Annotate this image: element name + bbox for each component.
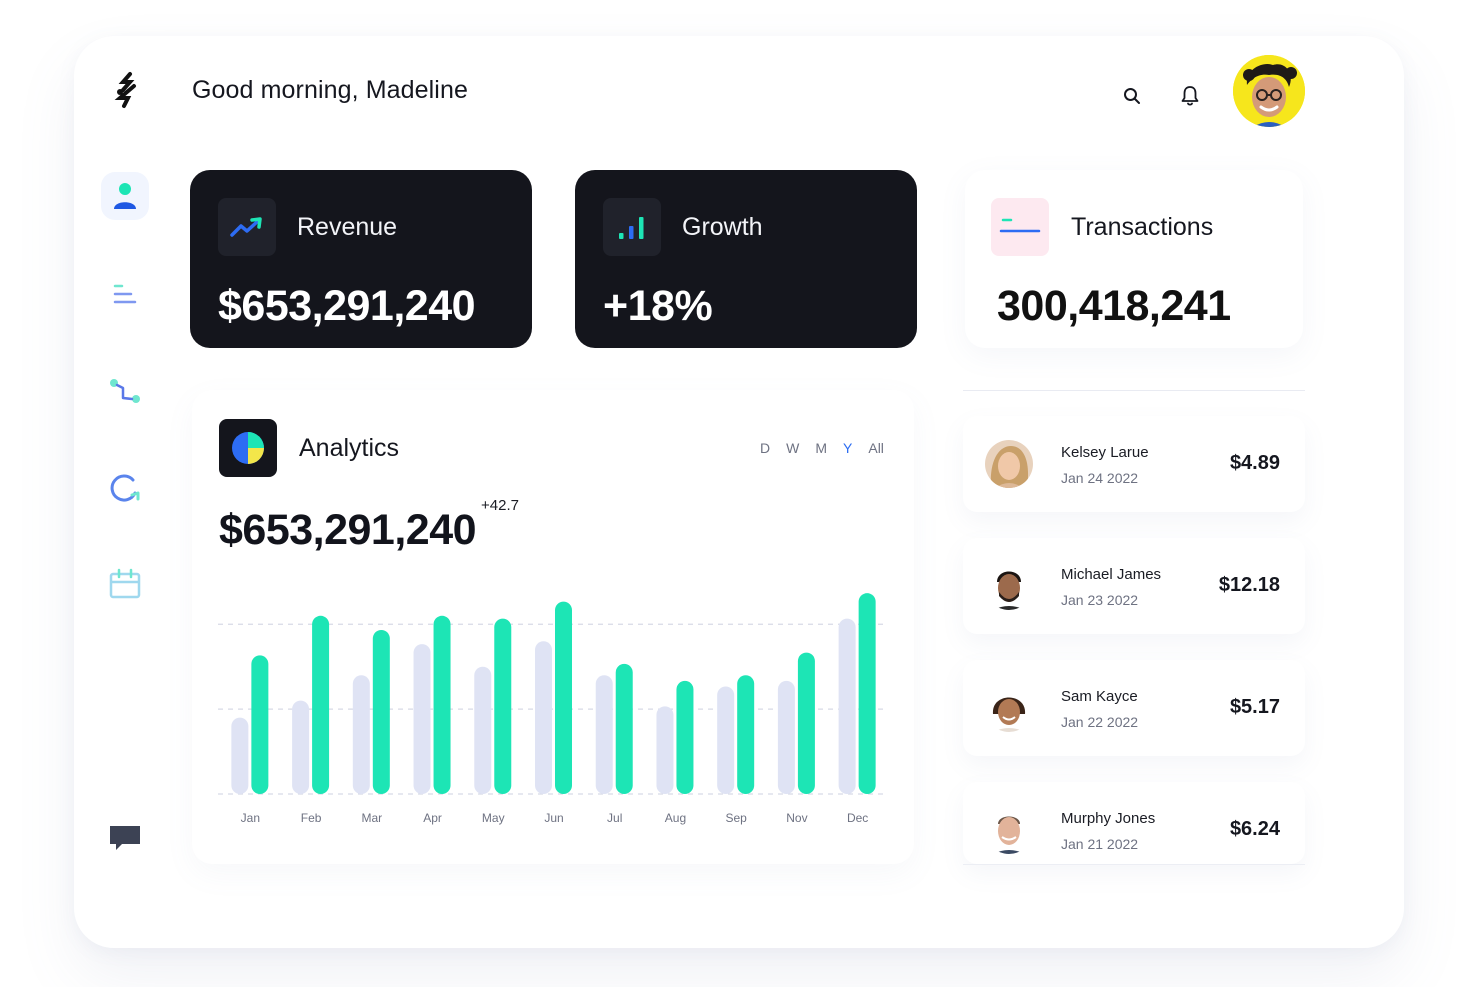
x-tick-label: Nov (786, 811, 807, 825)
transaction-row[interactable]: Murphy Jones Jan 21 2022 $6.24 (963, 782, 1305, 864)
transaction-amount: $12.18 (1218, 574, 1280, 596)
analytics-delta: +42.7 (481, 497, 519, 514)
transaction-name: Michael James (1061, 566, 1162, 583)
sidebar-item-chat[interactable] (101, 814, 149, 862)
chart-bar (858, 593, 876, 794)
chart-bar (535, 641, 552, 794)
sidebar-item-calendar[interactable] (101, 560, 149, 608)
revenue-label: Revenue (297, 213, 398, 241)
refresh-icon (110, 474, 140, 502)
avatar (985, 562, 1033, 610)
chart-bar (656, 706, 674, 794)
chart-bar (312, 615, 330, 794)
x-tick-label: Feb (301, 811, 322, 825)
chart-bar (372, 629, 390, 794)
chart-bar (737, 675, 755, 794)
transaction-name: Sam Kayce (1061, 688, 1138, 705)
search-icon[interactable] (1119, 83, 1145, 109)
bell-icon[interactable] (1177, 83, 1203, 109)
growth-card[interactable]: Growth +18% (575, 170, 917, 348)
transaction-amount: $6.24 (1229, 818, 1280, 840)
workflow-icon (110, 379, 140, 403)
x-tick-label: Aug (665, 811, 686, 825)
calendar-icon (109, 568, 141, 599)
x-tick-label: Jan (241, 811, 260, 825)
chat-icon (110, 826, 140, 850)
revenue-card[interactable]: Revenue $653,291,240 (190, 170, 532, 348)
x-tick-label: Dec (847, 811, 868, 825)
sidebar-item-list[interactable] (101, 270, 149, 318)
analytics-value: $653,291,240 (219, 506, 477, 554)
period-all[interactable]: All (868, 440, 884, 456)
transaction-row[interactable]: Michael James Jan 23 2022 $12.18 (963, 538, 1305, 634)
chart-bar (292, 700, 310, 794)
chart-bar (474, 666, 492, 794)
chart-bar (595, 675, 613, 794)
bar-chart-icon (603, 198, 661, 256)
chart-bar (676, 680, 694, 794)
chart-bar (838, 618, 856, 794)
transaction-name: Murphy Jones (1061, 810, 1156, 827)
period-day[interactable]: D (760, 440, 771, 456)
sidebar-item-workflow[interactable] (101, 367, 149, 415)
divider (963, 864, 1305, 865)
chart-bar (555, 601, 572, 794)
chart-bar (433, 615, 451, 794)
transaction-amount: $5.17 (1229, 696, 1280, 718)
chart-bar (231, 717, 249, 794)
x-tick-label: May (482, 811, 505, 825)
chart-bar (717, 686, 735, 794)
transaction-row[interactable]: Kelsey Larue Jan 24 2022 $4.89 (963, 416, 1305, 512)
transaction-date: Jan 21 2022 (1061, 836, 1139, 852)
transaction-amount: $4.89 (1229, 452, 1280, 474)
x-tick-label: Jun (544, 811, 563, 825)
transaction-date: Jan 23 2022 (1061, 592, 1139, 608)
sidebar-item-profile[interactable] (101, 172, 149, 220)
chart-bar (494, 618, 512, 794)
divider (963, 390, 1305, 391)
avatar (985, 806, 1033, 854)
list-icon (113, 284, 137, 304)
analytics-panel: Analytics D W M Y All $653,291,240 +42.7… (192, 390, 914, 864)
greeting-title: Good morning, Madeline (192, 76, 468, 104)
trend-up-icon (218, 198, 276, 256)
chart-bar (251, 655, 269, 794)
chart-bar (797, 652, 815, 794)
analytics-bar-chart: Jan Feb Mar Apr May Jun Jul Aug Sep Nov Dec (218, 593, 886, 825)
card-icon (991, 198, 1049, 256)
x-tick-label: Apr (423, 811, 442, 825)
app-logo[interactable] (108, 70, 148, 114)
chart-bar (352, 675, 370, 794)
x-tick-label: Sep (726, 811, 748, 825)
analytics-title: Analytics (299, 434, 400, 462)
x-tick-label: Mar (361, 811, 382, 825)
period-year[interactable]: Y (843, 440, 853, 456)
transaction-date: Jan 24 2022 (1061, 470, 1139, 486)
transaction-name: Kelsey Larue (1061, 444, 1149, 461)
avatar (985, 684, 1033, 732)
sidebar-item-refresh[interactable] (101, 464, 149, 512)
user-avatar[interactable] (1233, 55, 1305, 127)
chart-bar (413, 644, 431, 794)
growth-value: +18% (603, 282, 713, 330)
pie-chart-icon (219, 419, 277, 477)
x-tick-label: Jul (607, 811, 622, 825)
chart-bar (777, 680, 795, 794)
period-week[interactable]: W (786, 440, 800, 456)
profile-icon (114, 183, 136, 209)
transactions-value: 300,418,241 (997, 282, 1231, 330)
transactions-label: Transactions (1071, 213, 1214, 241)
period-selector: D W M Y All (760, 440, 884, 456)
transactions-card[interactable]: Transactions 300,418,241 (965, 170, 1303, 348)
revenue-value: $653,291,240 (218, 282, 476, 330)
growth-label: Growth (682, 213, 763, 241)
transaction-date: Jan 22 2022 (1061, 714, 1139, 730)
transaction-row[interactable]: Sam Kayce Jan 22 2022 $5.17 (963, 660, 1305, 756)
chart-bar (615, 663, 633, 794)
period-month[interactable]: M (815, 440, 828, 456)
avatar (985, 440, 1033, 488)
